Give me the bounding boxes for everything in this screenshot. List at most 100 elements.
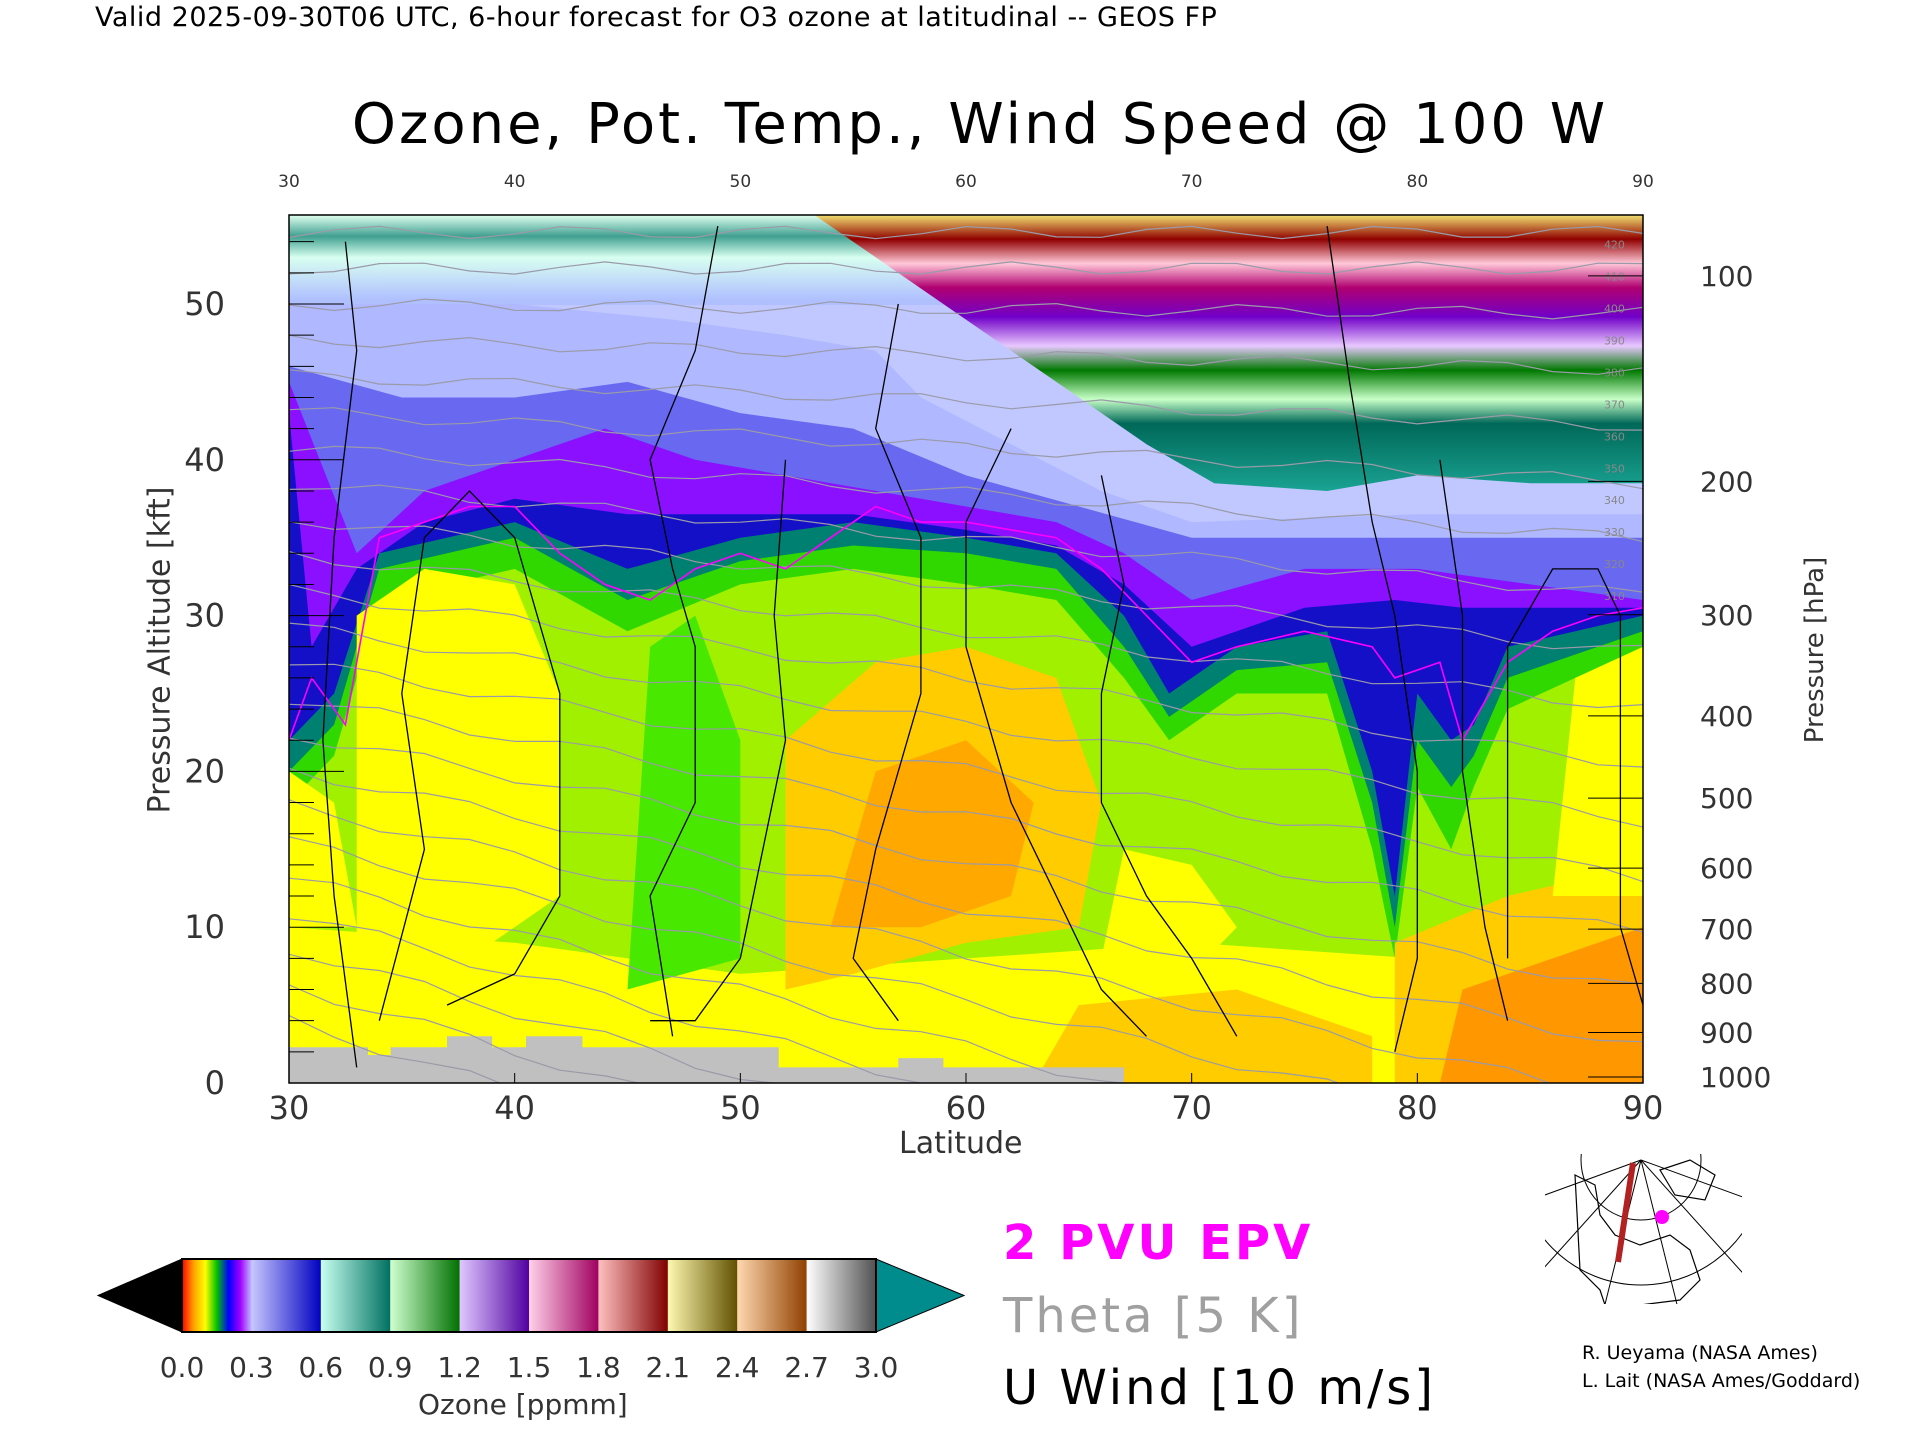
colorbar-tick-label: 1.5 (507, 1351, 552, 1384)
x-top-tick-label: 80 (1407, 172, 1429, 192)
y-right-tick-label: 800 (1700, 967, 1753, 1000)
colorbar-under-triangle (96, 1258, 183, 1333)
x-tick-label: 70 (1171, 1089, 1212, 1127)
theta-contour (289, 953, 780, 1083)
u-wind-contour (1439, 459, 1509, 1021)
credit-line-1: R. Ueyama (NASA Ames) (1582, 1342, 1818, 1364)
theta-contour (289, 877, 1128, 1083)
theta-contour (289, 445, 1643, 543)
epv-2pvu-contour (289, 505, 1643, 743)
colorbar-segment (806, 1259, 877, 1332)
y-right-tick-label: 300 (1700, 599, 1753, 632)
x-tick-label: 60 (946, 1089, 987, 1127)
inset-map (1545, 1154, 1742, 1304)
colorbar-tick-label: 3.0 (854, 1351, 899, 1384)
y-right-tick-label: 100 (1700, 260, 1753, 293)
colorbar-tick-label: 1.8 (576, 1351, 621, 1384)
y-right-tick-label: 700 (1700, 913, 1753, 946)
meridian-line (1640, 1159, 1742, 1273)
x-top-tick-label: 40 (504, 172, 526, 192)
colorbar-segment (390, 1259, 461, 1332)
colorbar-frame (181, 1258, 877, 1333)
theta-contour (289, 190, 1643, 202)
ozone-fill-patch (627, 615, 741, 990)
theta-contour (289, 407, 1643, 490)
x-top-tick-label: 30 (278, 172, 300, 192)
colorbar-tick-label: 2.1 (646, 1351, 691, 1384)
theta-contour (289, 984, 642, 1083)
u-wind-contour (852, 303, 922, 1022)
u-wind-contour (649, 225, 719, 1037)
ozone-fill-patch (356, 568, 560, 1037)
y-axis-label-right: Pressure [hPa] (1800, 556, 1830, 744)
y-tick-label: 30 (184, 597, 225, 635)
theta-contour (289, 583, 1643, 768)
theta-label: 310 (1604, 590, 1625, 603)
y-right-tick-label: 200 (1700, 465, 1753, 498)
y-tick-label: 10 (184, 908, 225, 946)
ozone-fill-patch (289, 771, 357, 928)
u-wind-contour (1100, 475, 1238, 1037)
y-right-tick-label: 500 (1700, 782, 1753, 815)
colorbar-tick-label: 0.3 (229, 1351, 274, 1384)
y-right-tick-label: 1000 (1700, 1061, 1771, 1094)
colorbar-segment (182, 1259, 252, 1332)
latitude-circle (1545, 1232, 1742, 1286)
theta-contour (289, 225, 1643, 240)
chart-title: Ozone, Pot. Temp., Wind Speed @ 100 W (351, 92, 1609, 157)
theta-contour (289, 836, 1341, 1083)
theta-contour (289, 918, 928, 1083)
y-tick-label: 20 (184, 752, 225, 790)
cross-section-line (1615, 1162, 1636, 1263)
y-right-tick-label: 900 (1700, 1016, 1753, 1049)
plot-area: 310 320 330 340 350 360 370 380 390 400 410 420 (289, 119, 1643, 1083)
theta-contour (289, 261, 1643, 275)
y-axis-label: Pressure Altitude [kft] (142, 486, 178, 814)
y-right-tick-label: 600 (1700, 852, 1753, 885)
colorbar-segment (667, 1259, 738, 1332)
y-right-tick-label: 400 (1700, 700, 1753, 733)
colorbar-over-triangle (875, 1258, 966, 1333)
ozone-fill-patch (1033, 989, 1373, 1083)
theta-contour (289, 298, 1643, 320)
colorbar-segment (529, 1259, 599, 1332)
ozone-fill-patch (1101, 849, 1237, 974)
colorbar-segment (251, 1259, 322, 1332)
colorbar-tick-label: 0.6 (299, 1351, 344, 1384)
x-tick-label: 50 (720, 1089, 761, 1127)
legend-epv: 2 PVU EPV (1003, 1215, 1314, 1271)
theta-label: 340 (1604, 494, 1625, 507)
colorbar-segment (598, 1259, 669, 1332)
u-wind-contour (1326, 226, 1418, 1052)
x-tick-label: 30 (269, 1089, 310, 1127)
location-marker (1655, 1210, 1669, 1224)
ozone-fill-patch (830, 740, 1034, 928)
ozone-fill-patch (1439, 927, 1643, 1083)
colorbar-tick-label: 0.0 (160, 1351, 205, 1384)
colorbar-tick-label: 2.7 (784, 1351, 829, 1384)
u-wind-contour (322, 241, 358, 1068)
y-tick-label: 40 (184, 441, 225, 479)
x-tick-label: 80 (1397, 1089, 1438, 1127)
x-top-tick-label: 60 (955, 172, 977, 192)
colorbar-segment (320, 1259, 391, 1332)
theta-contour (289, 767, 1643, 1043)
colorbar-tick-label: 2.4 (715, 1351, 760, 1384)
theta-label: 360 (1604, 430, 1625, 443)
meridian-line (1640, 1159, 1742, 1198)
colorbar-segment (737, 1259, 808, 1332)
colorbar: 0.0 0.3 0.6 0.9 1.2 1.5 1.8 2.1 2.4 2.7 3.0 (96, 1258, 966, 1384)
theta-label: 400 (1604, 303, 1625, 316)
theta-label: 410 (1604, 271, 1625, 284)
theta-contour (289, 119, 1643, 131)
theta-label: 350 (1604, 462, 1625, 475)
x-tick-label: 40 (494, 1089, 535, 1127)
legend-wind: U Wind [10 m/s] (1003, 1360, 1437, 1416)
theta-contour (289, 155, 1643, 167)
meridian-line (1545, 1159, 1642, 1268)
y-tick-label: 50 (184, 285, 225, 323)
colorbar-segment (459, 1259, 530, 1332)
theta-label: 390 (1604, 335, 1625, 348)
